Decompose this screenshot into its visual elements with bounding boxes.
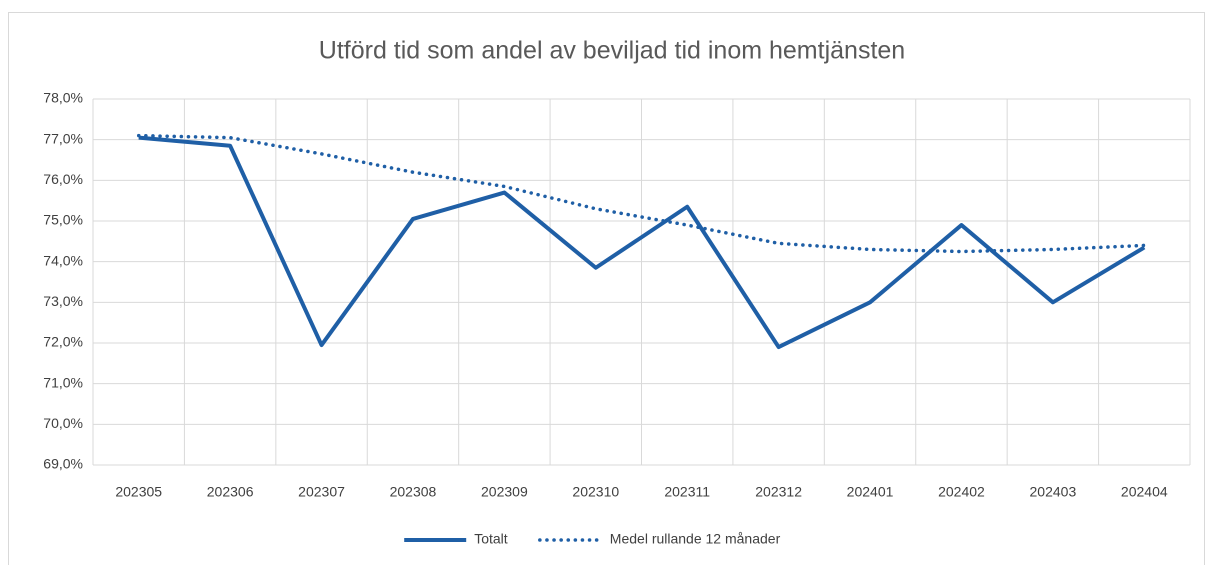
series-line <box>138 135 1146 350</box>
x-tick-label: 202310 <box>572 484 619 500</box>
x-tick-label: 202401 <box>847 484 894 500</box>
chart-title: Utförd tid som andel av beviljad tid ino… <box>319 37 905 65</box>
x-tick-label: 202403 <box>1030 484 1077 500</box>
x-tick-label: 202404 <box>1121 484 1168 500</box>
chart-border <box>8 12 1205 565</box>
y-tick-label: 73,0% <box>43 293 83 309</box>
y-tick-label: 76,0% <box>43 171 83 187</box>
x-tick-label: 202305 <box>115 484 162 500</box>
x-tick-label: 202312 <box>755 484 802 500</box>
x-tick-label: 202308 <box>390 484 437 500</box>
y-tick-label: 77,0% <box>43 130 83 146</box>
x-tick-label: 202402 <box>938 484 985 500</box>
x-tick-label: 202309 <box>481 484 528 500</box>
y-tick-label: 78,0% <box>43 90 83 106</box>
y-tick-label: 70,0% <box>43 415 83 431</box>
legend-label: Medel rullande 12 månader <box>610 531 781 547</box>
x-tick-label: 202307 <box>298 484 345 500</box>
y-tick-label: 75,0% <box>43 212 83 228</box>
y-tick-label: 74,0% <box>43 252 83 268</box>
series-line <box>136 133 1147 254</box>
x-tick-label: 202311 <box>664 484 710 500</box>
y-tick-label: 71,0% <box>43 374 83 390</box>
y-tick-label: 72,0% <box>43 334 83 350</box>
legend-label: Totalt <box>474 531 508 547</box>
x-tick-label: 202306 <box>207 484 254 500</box>
y-tick-label: 69,0% <box>43 456 83 472</box>
